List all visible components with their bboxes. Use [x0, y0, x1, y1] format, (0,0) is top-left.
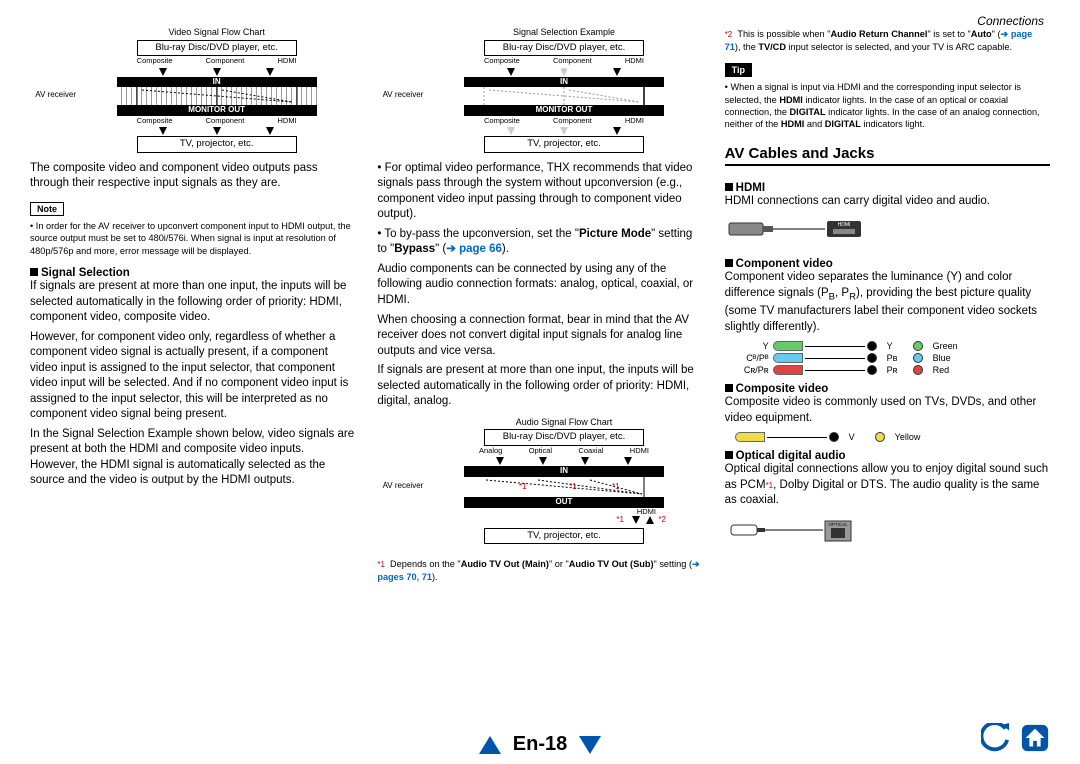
text: If signals are present at more than one … [30, 279, 355, 326]
cable-row: Cʀ/Pʀ Pʀ Red [735, 365, 1050, 375]
sink-box: TV, projector, etc. [484, 528, 644, 544]
text: Optical digital connections allow you to… [725, 462, 1050, 509]
prev-page-icon[interactable] [479, 736, 501, 754]
section-header: Connections [977, 14, 1044, 28]
output-labels: CompositeComponentHDMI [137, 117, 297, 125]
out-bar: MONITOR OUT [464, 105, 664, 116]
input-labels: AnalogOpticalCoaxialHDMI [479, 447, 649, 455]
cable-row: Y Y Green [735, 341, 1050, 351]
av-receiver-label: AV receiver [377, 90, 425, 99]
out-bar: OUT [464, 497, 664, 508]
text: Audio components can be connected by usi… [377, 262, 702, 309]
cable-row: V Yellow [735, 432, 1050, 442]
audio-flow-diagram: AV receiver Audio Signal Flow Chart Blu-… [377, 418, 702, 553]
next-page-icon[interactable] [579, 736, 601, 754]
note-label: Note [30, 202, 64, 216]
column-3: *2 This is possible when "Audio Return C… [725, 28, 1050, 588]
diagram-title: Audio Signal Flow Chart [464, 418, 664, 428]
text: • To by-pass the upconversion, set the "… [377, 227, 702, 258]
source-box: Blu-ray Disc/DVD player, etc. [484, 40, 644, 56]
diagram-title: Video Signal Flow Chart [117, 28, 317, 38]
cable-row: Cᴮ/Pᴮ Pʙ Blue [735, 353, 1050, 363]
sink-box: TV, projector, etc. [484, 136, 644, 152]
in-bar: IN [117, 77, 317, 88]
text: Component video separates the luminance … [725, 270, 1050, 335]
input-labels: CompositeComponentHDMI [137, 57, 297, 65]
signal-example-diagram: AV receiver Signal Selection Example Blu… [377, 28, 702, 161]
text: However, for component video only, regar… [30, 330, 355, 423]
page-number: En-18 [513, 733, 567, 755]
note-text: • In order for the AV receiver to upconv… [30, 220, 355, 257]
svg-text:HDMI: HDMI [837, 222, 850, 228]
text: • For optimal video performance, THX rec… [377, 161, 702, 223]
tip-label: Tip [725, 63, 752, 77]
footnote: *2 This is possible when "Audio Return C… [725, 28, 1050, 53]
av-cables-heading: AV Cables and Jacks [725, 145, 1050, 166]
text: The composite video and component video … [30, 161, 355, 192]
back-icon[interactable] [981, 723, 1011, 753]
columns: AV receiver Video Signal Flow Chart Blu-… [30, 28, 1050, 588]
svg-text:OPTICAL: OPTICAL [828, 522, 848, 527]
text: Composite video is commonly used on TVs,… [725, 395, 1050, 426]
input-labels: CompositeComponentHDMI [484, 57, 644, 65]
av-receiver-label: AV receiver [377, 481, 425, 490]
column-2: AV receiver Signal Selection Example Blu… [377, 28, 702, 588]
source-box: Blu-ray Disc/DVD player, etc. [137, 40, 297, 56]
output-labels: CompositeComponentHDMI [484, 117, 644, 125]
in-bar: IN [464, 77, 664, 88]
home-icon[interactable] [1020, 723, 1050, 753]
av-receiver-label: AV receiver [30, 90, 78, 99]
hdmi-connector-icon: HDMI [725, 217, 1050, 244]
hdmi-heading: HDMI [725, 182, 1050, 194]
in-bar: IN [464, 466, 664, 477]
tip-text: • When a signal is input via HDMI and th… [725, 81, 1050, 131]
component-cables: Y Y Green Cᴮ/Pᴮ Pʙ Blue Cʀ/Pʀ Pʀ Red [725, 339, 1050, 377]
composite-cable: V Yellow [725, 430, 1050, 444]
composite-heading: Composite video [725, 383, 1050, 395]
text: HDMI connections can carry digital video… [725, 194, 1050, 210]
signal-selection-heading: Signal Selection [30, 267, 355, 279]
column-1: AV receiver Video Signal Flow Chart Blu-… [30, 28, 355, 588]
text: In the Signal Selection Example shown be… [30, 427, 355, 489]
optical-connector-icon: OPTICAL [725, 517, 1050, 546]
sink-box: TV, projector, etc. [137, 136, 297, 152]
optical-heading: Optical digital audio [725, 450, 1050, 462]
diagram-title: Signal Selection Example [464, 28, 664, 38]
footer-nav-icons [975, 723, 1050, 756]
component-heading: Component video [725, 258, 1050, 270]
footnote: *1 Depends on the "Audio TV Out (Main)" … [377, 558, 702, 583]
page-footer: En-18 [0, 733, 1080, 756]
page-link[interactable]: page 66 [446, 243, 502, 255]
text: When choosing a connection format, bear … [377, 313, 702, 360]
video-flow-diagram: AV receiver Video Signal Flow Chart Blu-… [30, 28, 355, 161]
source-box: Blu-ray Disc/DVD player, etc. [484, 429, 644, 445]
text: If signals are present at more than one … [377, 363, 702, 410]
out-bar: MONITOR OUT [117, 105, 317, 116]
